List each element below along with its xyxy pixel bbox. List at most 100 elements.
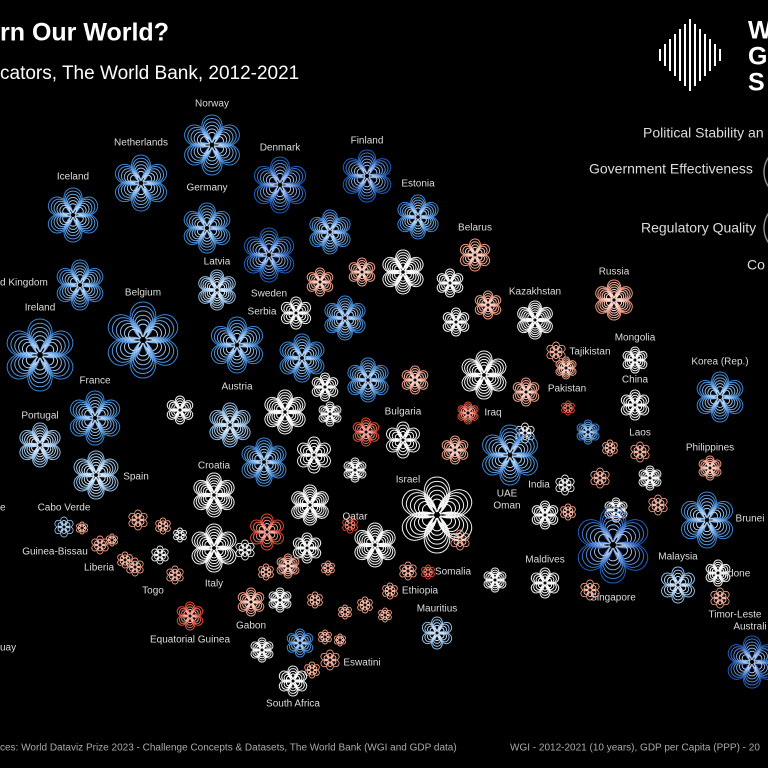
petal <box>77 524 83 529</box>
petal <box>92 464 100 476</box>
petal <box>137 518 148 528</box>
country-label: Netherlands <box>114 138 168 149</box>
petal <box>39 344 55 357</box>
petal <box>287 561 294 567</box>
flower-center <box>326 566 330 570</box>
flower <box>47 187 99 243</box>
petal <box>715 572 721 580</box>
petal <box>563 404 569 409</box>
petal <box>285 675 294 683</box>
petal <box>301 356 312 366</box>
petal <box>157 522 164 527</box>
flower-center <box>265 530 269 534</box>
petal <box>344 316 354 325</box>
country-label: Bulgaria <box>385 407 422 418</box>
petal <box>702 519 712 533</box>
petal <box>409 210 419 219</box>
petal <box>264 243 274 256</box>
petal <box>132 560 138 568</box>
petal <box>205 488 215 497</box>
petal <box>183 614 191 621</box>
petal <box>399 439 407 450</box>
petal <box>225 336 238 347</box>
petal <box>175 531 181 536</box>
petal <box>94 544 101 550</box>
petal <box>265 566 274 574</box>
petal <box>639 447 647 453</box>
flower-center <box>212 493 216 497</box>
petal <box>567 511 574 516</box>
petal <box>669 583 679 592</box>
petal <box>389 589 398 597</box>
petal <box>266 525 276 534</box>
flower <box>382 582 398 600</box>
petal <box>111 539 117 544</box>
flower-center <box>278 598 282 602</box>
petal <box>371 544 379 555</box>
petal <box>284 405 294 414</box>
petal <box>632 353 638 361</box>
petal <box>329 659 337 665</box>
flower <box>354 522 396 568</box>
petal <box>366 168 378 178</box>
petal <box>342 523 351 531</box>
petal <box>262 563 270 573</box>
petal <box>715 396 725 408</box>
flower <box>279 333 325 383</box>
petal <box>366 543 376 552</box>
petal <box>349 521 356 526</box>
petal <box>277 593 283 601</box>
petal <box>187 608 193 617</box>
petal <box>489 579 496 585</box>
flower <box>620 389 650 421</box>
petal <box>414 375 422 382</box>
petal <box>560 367 567 372</box>
petal <box>292 356 303 366</box>
petal <box>717 597 723 605</box>
petal <box>380 611 386 616</box>
petal <box>321 225 331 234</box>
petal <box>284 410 294 419</box>
flower <box>442 307 470 337</box>
petal <box>597 477 603 485</box>
flower-center <box>543 513 547 517</box>
petal <box>582 427 589 433</box>
petal <box>111 536 117 541</box>
petal <box>589 588 600 598</box>
petal <box>173 408 181 415</box>
petal <box>226 424 234 435</box>
flower <box>193 472 235 518</box>
petal <box>178 534 182 541</box>
petal <box>542 575 548 584</box>
petal <box>407 564 417 573</box>
flower-center <box>228 423 232 427</box>
petal <box>124 559 131 564</box>
petal <box>129 566 136 572</box>
flower <box>183 202 231 254</box>
country-label: Finland <box>351 136 384 147</box>
petal <box>69 283 81 293</box>
petal <box>250 600 258 607</box>
flower <box>630 441 650 463</box>
flower-center <box>473 253 477 257</box>
petal <box>341 317 349 328</box>
country-label: Timor-Leste <box>709 610 762 621</box>
flower <box>727 635 768 689</box>
petal <box>359 604 366 609</box>
petal <box>710 596 721 606</box>
petal <box>380 614 386 619</box>
petal <box>142 337 163 354</box>
petal <box>389 587 396 592</box>
petal <box>628 359 636 365</box>
petal <box>414 216 422 227</box>
flower <box>76 521 88 535</box>
flower-center <box>448 281 452 285</box>
flower <box>555 474 575 496</box>
flower <box>297 436 331 474</box>
flower-center <box>161 524 165 528</box>
petal <box>657 500 665 506</box>
petal <box>258 566 267 574</box>
petal <box>447 275 453 284</box>
petal <box>207 131 217 146</box>
flower-center <box>554 350 558 354</box>
